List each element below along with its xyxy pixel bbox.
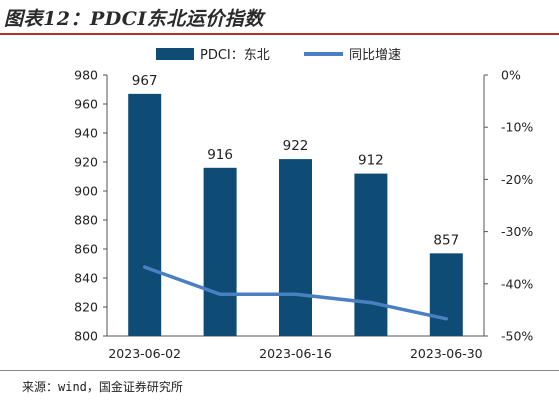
bar-data-label: 857 xyxy=(433,232,459,248)
y-right-tick-label: -20% xyxy=(501,172,533,187)
bar xyxy=(128,93,162,336)
source-divider xyxy=(0,370,559,371)
y-left-tick-label: 860 xyxy=(74,242,98,257)
x-tick-label: 2023-06-16 xyxy=(259,346,332,361)
y-right-tick-label: -40% xyxy=(501,276,533,291)
bar xyxy=(203,167,237,336)
bar xyxy=(429,253,463,336)
bar-data-label: 916 xyxy=(207,147,233,163)
bar-data-label: 912 xyxy=(358,153,384,169)
bar-data-label: 967 xyxy=(132,73,158,89)
legend-line-label: 同比增速 xyxy=(349,48,401,63)
x-tick-label: 2023-06-02 xyxy=(108,346,181,361)
y-right-tick-label: -10% xyxy=(501,120,533,135)
y-left-tick-label: 980 xyxy=(74,68,98,83)
y-right-tick-label: -30% xyxy=(501,224,533,239)
chart-title: 图表12：PDCI东北运价指数 xyxy=(4,8,264,30)
chart-title-bar: 图表12：PDCI东北运价指数 xyxy=(0,0,559,35)
y-left-tick-label: 900 xyxy=(74,184,98,199)
bar xyxy=(354,173,388,336)
bar xyxy=(279,159,312,336)
legend-bar-label: PDCI：东北 xyxy=(200,48,270,63)
bar-data-label: 922 xyxy=(283,138,309,154)
y-left-tick-label: 920 xyxy=(74,155,98,170)
y-left-tick-label: 940 xyxy=(74,126,98,141)
x-tick-label: 2023-06-30 xyxy=(410,346,483,361)
y-right-tick-label: 0% xyxy=(501,68,521,83)
y-right-tick-label: -50% xyxy=(501,329,533,344)
y-left-tick-label: 820 xyxy=(74,300,98,315)
source-note: 来源：wind，国金证券研究所 xyxy=(22,380,183,394)
y-left-tick-label: 800 xyxy=(74,329,98,344)
legend-bar-swatch xyxy=(156,48,194,60)
y-left-tick-label: 880 xyxy=(74,213,98,228)
title-divider xyxy=(0,33,559,35)
y-left-tick-label: 840 xyxy=(74,271,98,286)
y-left-tick-label: 960 xyxy=(74,97,98,112)
